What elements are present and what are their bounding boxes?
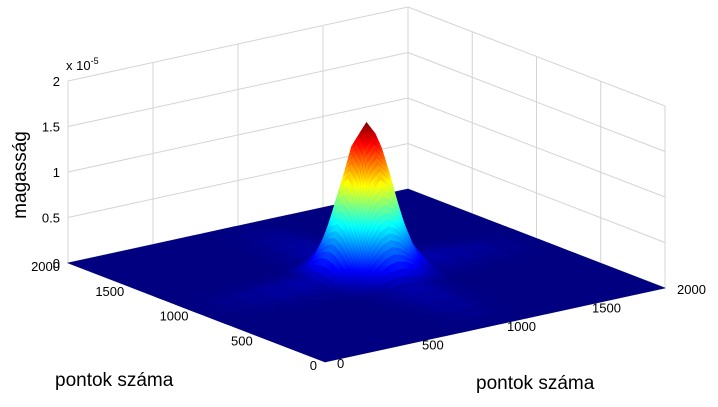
x-axis-label: pontok száma <box>476 373 595 394</box>
y-tick-label: 0 <box>310 358 317 373</box>
y-tick-label: 1500 <box>95 284 124 299</box>
z-scale-label: x 10-5 <box>66 56 99 73</box>
y-tick-label: 1000 <box>160 309 189 324</box>
y-tick-label: 500 <box>231 333 253 348</box>
z-axis-label: magasság <box>10 131 31 219</box>
x-tick-label: 500 <box>422 338 444 353</box>
z-scale-base: x 10 <box>66 58 91 73</box>
x-tick-label: 0 <box>337 356 344 371</box>
x-tick-label: 1500 <box>592 301 621 316</box>
z-scale-exponent: -5 <box>91 56 99 66</box>
surface-patch <box>234 301 446 363</box>
z-tick-label: 0 <box>53 256 60 271</box>
y-tick-label: 2000 <box>31 259 60 274</box>
y-axis-label: pontok száma <box>55 370 174 391</box>
z-tick-label: 1 <box>53 165 60 180</box>
z-tick-label: 2 <box>53 74 60 89</box>
x-tick-label: 2000 <box>677 282 706 297</box>
x-tick-label: 1000 <box>507 319 536 334</box>
z-tick-label: 0.5 <box>42 211 60 226</box>
z-tick-label: 1.5 <box>42 120 60 135</box>
